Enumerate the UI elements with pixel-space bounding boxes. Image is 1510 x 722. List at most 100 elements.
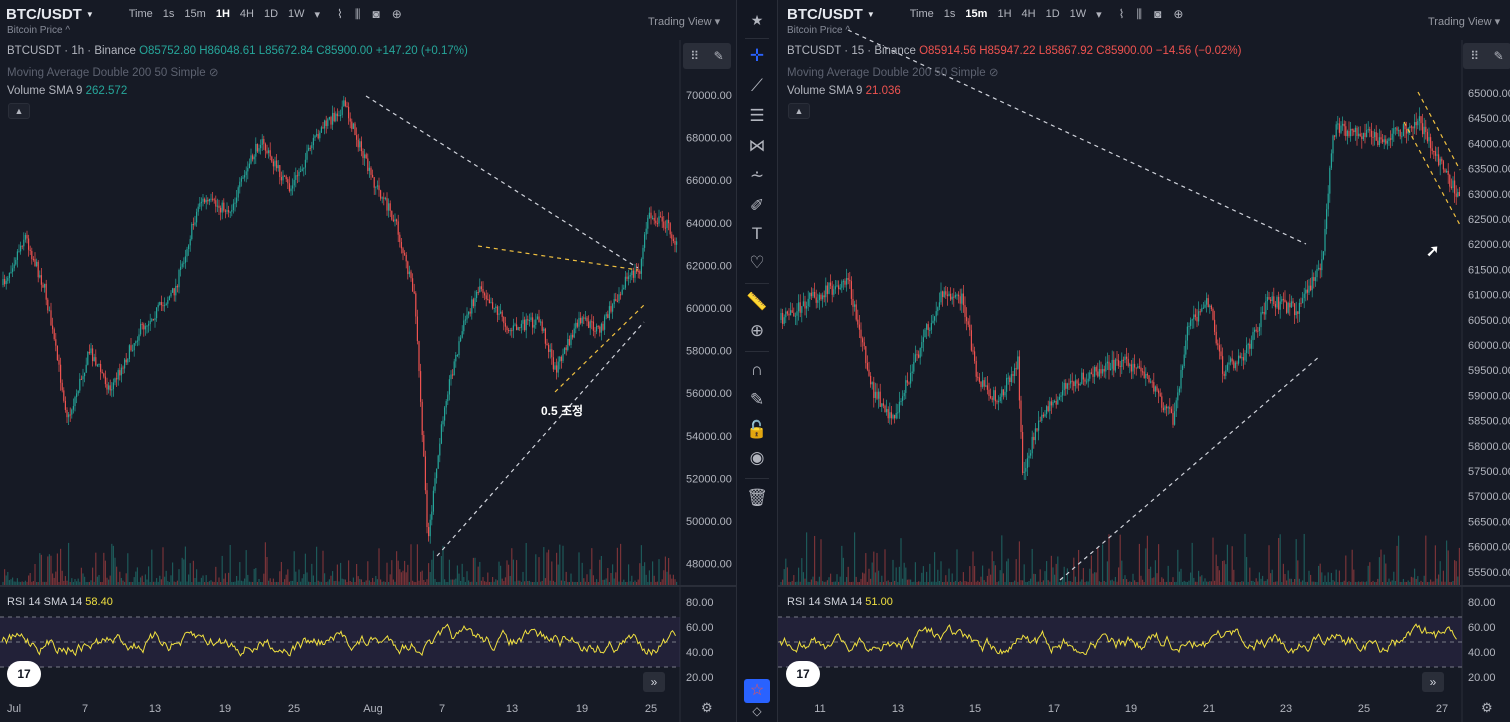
- plus-icon[interactable]: ⊕: [391, 7, 402, 21]
- interval-tab-1h[interactable]: 1H: [215, 8, 230, 20]
- left-chart-canvas[interactable]: 70000.0068000.0066000.0064000.0062000.00…: [0, 0, 736, 722]
- fib-icon[interactable]: ⩪: [749, 166, 765, 185]
- candle-body: [839, 287, 841, 290]
- chart-type-icon[interactable]: ⌇: [1118, 7, 1125, 21]
- interval-tab-1h[interactable]: 1H: [997, 8, 1012, 20]
- candles-icon[interactable]: ⫼: [354, 7, 361, 21]
- candle-body: [477, 291, 479, 293]
- right-chart-canvas[interactable]: 65000.0064500.0064000.0063500.0063000.00…: [778, 0, 1510, 722]
- interval-tab-1d[interactable]: 1D: [263, 8, 279, 20]
- candle-body: [1086, 381, 1088, 383]
- volume-bar: [213, 581, 215, 585]
- interval-tab-1w[interactable]: 1W: [1069, 8, 1087, 20]
- magnet-icon[interactable]: ∩: [750, 360, 764, 379]
- candle-body: [801, 306, 803, 313]
- candle-body: [1345, 126, 1347, 137]
- collapse-toolbar-icon[interactable]: ◇: [752, 704, 762, 718]
- interval-tab-1s[interactable]: 1s: [943, 8, 956, 20]
- text-icon[interactable]: T: [751, 224, 763, 243]
- interval-tab-4h[interactable]: 4H: [239, 8, 254, 20]
- zoom-in-icon[interactable]: ⊕: [749, 321, 765, 340]
- volume-bar: [610, 573, 612, 585]
- volume-bar: [858, 581, 860, 585]
- volume-bar: [444, 579, 446, 585]
- collapse-legend-button[interactable]: ▲: [788, 103, 810, 119]
- volume-bar: [352, 577, 354, 585]
- volume-bar: [860, 578, 862, 585]
- interval-tab-15m[interactable]: 15m: [184, 8, 206, 20]
- volume-bar: [133, 577, 135, 585]
- right-chart-panel[interactable]: 65000.00 64500.00 64000.00 63500.00 63000.00…: [778, 0, 1510, 722]
- volume-bar: [1281, 581, 1283, 585]
- eye-icon[interactable]: ◉: [749, 448, 765, 467]
- volume-bar: [1004, 581, 1006, 585]
- right-symbol-selector[interactable]: BTC/USDT ▼: [787, 6, 875, 23]
- plus-icon[interactable]: ⊕: [1173, 7, 1184, 21]
- right-trading-view-menu[interactable]: Trading View ▾: [1428, 16, 1501, 28]
- camera-icon[interactable]: ◙: [372, 7, 380, 21]
- interval-dropdown-icon[interactable]: ▾: [1096, 9, 1102, 21]
- star-icon[interactable]: ★: [750, 12, 764, 28]
- left-trading-view-menu[interactable]: Trading View ▾: [648, 16, 721, 28]
- candle-body: [69, 414, 71, 416]
- volume-bar: [1215, 554, 1217, 585]
- candle-body: [357, 139, 359, 148]
- left-symbol-selector[interactable]: BTC/USDT ▼: [6, 6, 94, 23]
- annotation-text[interactable]: 0.5 조정: [541, 404, 584, 418]
- interval-tab-4h[interactable]: 4H: [1021, 8, 1036, 20]
- volume-bar: [319, 581, 321, 585]
- right-draw-button[interactable]: ⠿ ✎: [1463, 43, 1510, 69]
- candle-body: [356, 135, 358, 140]
- volume-bar: [400, 572, 402, 585]
- eye-off-icon[interactable]: ⊘: [988, 67, 999, 79]
- heart-icon[interactable]: ♡: [749, 253, 765, 272]
- interval-tab-1d[interactable]: 1D: [1045, 8, 1060, 20]
- candle-body: [349, 118, 351, 122]
- ruler-icon[interactable]: 📏: [746, 292, 768, 311]
- crosshair-icon[interactable]: ✛: [749, 46, 765, 65]
- favorites-star-button[interactable]: ☆: [744, 679, 770, 703]
- candle-body: [562, 353, 564, 361]
- candle-body: [1113, 359, 1115, 371]
- volume-bar: [212, 581, 214, 585]
- candle-body: [522, 319, 524, 324]
- camera-icon[interactable]: ◙: [1154, 7, 1162, 21]
- horizontal-lines-icon[interactable]: ☰: [749, 106, 765, 125]
- trash-icon[interactable]: 🗑: [746, 488, 768, 507]
- candle-body: [1353, 130, 1355, 133]
- volume-bar: [1146, 535, 1148, 585]
- volume-bar: [674, 579, 676, 585]
- tradingview-logo[interactable]: 17: [7, 661, 41, 687]
- lock-drawing-icon[interactable]: ✎: [749, 390, 765, 409]
- interval-tab-time[interactable]: Time: [909, 8, 934, 20]
- candles-icon[interactable]: ⫼: [1136, 7, 1143, 21]
- scroll-to-realtime-button[interactable]: »: [1422, 672, 1444, 692]
- left-chart-panel[interactable]: 70000.00 68000.00 66000.00 64000.00 62000.00…: [0, 0, 736, 722]
- lock-icon[interactable]: 🔓: [746, 420, 768, 439]
- volume-bar: [146, 579, 148, 585]
- right-ma-legend[interactable]: Moving Average Double 200 50 Simple ⊘: [787, 65, 998, 79]
- interval-tab-15m[interactable]: 15m: [965, 8, 988, 20]
- volume-bar: [453, 579, 455, 585]
- left-draw-button[interactable]: ⠿ ✎: [683, 43, 731, 69]
- tradingview-logo[interactable]: 17: [786, 661, 820, 687]
- brush-icon[interactable]: ✐: [749, 196, 765, 215]
- pattern-icon[interactable]: ⋈: [748, 136, 766, 155]
- chart-type-icon[interactable]: ⌇: [337, 7, 343, 21]
- interval-tab-1w[interactable]: 1W: [288, 8, 305, 20]
- settings-gear-icon[interactable]: ⚙: [701, 700, 713, 715]
- candle-body: [1194, 314, 1196, 317]
- interval-tab-1s[interactable]: 1s: [162, 8, 175, 20]
- scroll-to-realtime-button[interactable]: »: [643, 672, 665, 692]
- trend-line-icon[interactable]: ⟋: [751, 76, 763, 95]
- interval-dropdown-icon[interactable]: ▾: [314, 9, 321, 21]
- collapse-legend-button[interactable]: ▲: [8, 103, 30, 119]
- candle-body: [557, 361, 559, 373]
- left-ma-legend[interactable]: Moving Average Double 200 50 Simple ⊘: [7, 65, 218, 79]
- volume-bar: [407, 564, 409, 585]
- interval-tab-time[interactable]: Time: [128, 8, 153, 20]
- eye-off-icon[interactable]: ⊘: [208, 67, 219, 79]
- volume-bar: [21, 581, 23, 585]
- volume-bar: [183, 559, 185, 585]
- settings-gear-icon[interactable]: ⚙: [1481, 700, 1493, 715]
